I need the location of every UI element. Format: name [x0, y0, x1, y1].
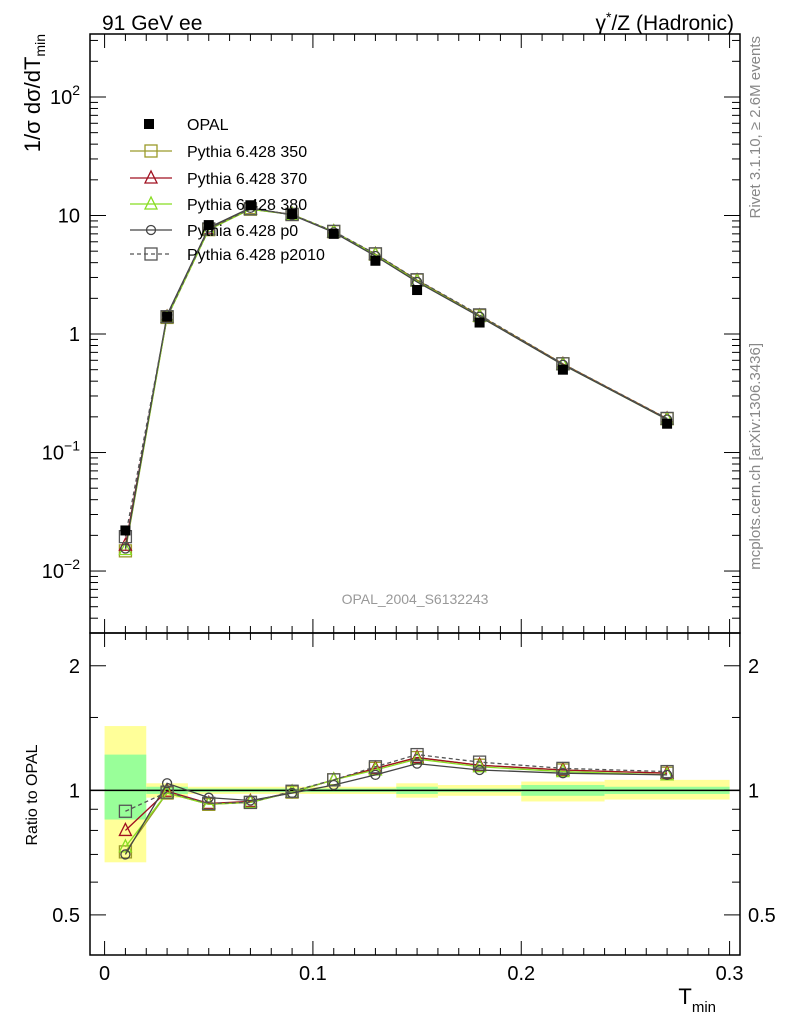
ratio-plot-layer: [90, 747, 740, 860]
data-point-1: [162, 311, 173, 322]
data-point-4: [287, 208, 298, 219]
data-point-8: [474, 317, 485, 328]
legend-label-4: Pythia 6.428 p2010: [187, 247, 325, 264]
legend-marker-4: [144, 247, 158, 261]
ratio-point-3-8: [474, 764, 485, 776]
y-ratio-tick-label-right-2: 2: [748, 656, 759, 678]
main-point-4-4: [285, 207, 299, 222]
data-point-9: [557, 364, 568, 375]
y-ratio-tick-label-left-2: 2: [69, 656, 80, 678]
ratio-point-4-9: [556, 761, 570, 776]
ratio-point-2-9: [555, 763, 570, 778]
legend-label-1: Pythia 6.428 370: [187, 171, 307, 188]
main-data-points: [120, 200, 673, 536]
data-point-10: [662, 418, 673, 429]
y-main-tick-label-2: 1: [69, 324, 80, 346]
data-point-5: [328, 228, 339, 239]
ratio-point-3-1: [161, 778, 173, 789]
ratio-point-3-10: [661, 769, 673, 780]
ratio-series-line-3: [124, 763, 668, 855]
ratio-point-1-1: [160, 782, 175, 797]
ratio-point-4-3: [243, 795, 258, 810]
main-plot-layer: [118, 200, 675, 558]
ratio-series-4: [118, 747, 674, 818]
y-main-tick-label-3: 10: [58, 205, 80, 227]
main-point-2-0: [118, 541, 133, 556]
ratio-point-1-7: [410, 749, 425, 764]
rivet-label: Rivet 3.1.10, ≥ 2.6M events: [747, 36, 764, 219]
x-tick-label-2: 0.2: [507, 963, 535, 985]
legend-label-3: Pythia 6.428 p0: [187, 223, 298, 240]
main-point-1-0: [118, 536, 133, 551]
y-ratio-tick-label-left-0: 0.5: [52, 905, 80, 927]
y-main-tick-label-1: 10−1: [42, 438, 80, 465]
ratio-point-3-7: [411, 758, 423, 769]
y-ratio-tick-label-right-1: 1: [748, 780, 759, 802]
ratio-point-3-5: [328, 779, 339, 791]
x-tick-label-1: 0.1: [299, 963, 327, 985]
x-tick-label-3: 0.3: [716, 963, 744, 985]
ratio-point-4-5: [327, 773, 341, 787]
main-point-3-0: [120, 543, 131, 554]
ratio-point-3-0: [120, 849, 131, 860]
main-point-4-1: [160, 310, 174, 324]
data-point-7: [412, 285, 423, 296]
y-ratio-axis-title: Ratio to OPAL: [24, 744, 41, 845]
x-axis-title: Tmin: [678, 984, 716, 1016]
ratio-point-4-6: [368, 760, 383, 774]
data-point-2: [203, 220, 214, 231]
legend-marker-1: [143, 169, 159, 184]
y-ratio-tick-label-right-0: 0.5: [748, 905, 776, 927]
axes-layer: 0 0.1 0.2 0.3 10−2 10−1 1 10 102 0.5 1 2 0.5 1 2: [42, 33, 776, 985]
legend: OPAL Pythia 6.428 350 Pythia 6.428 370 Pyth…: [130, 117, 325, 264]
legend-label-data: OPAL: [187, 117, 229, 134]
legend-marker-0: [144, 144, 158, 158]
header-right-title: γ*/Z (Hadronic): [596, 9, 734, 35]
ratio-point-1-0: [118, 821, 133, 837]
ratio-frame: [89, 632, 741, 956]
main-series-line-4: [124, 208, 668, 537]
ratio-point-3-6: [370, 769, 381, 780]
data-point-6: [370, 255, 381, 266]
x-tick-label-0: 0: [99, 963, 110, 985]
y-main-tick-label-4: 102: [50, 82, 80, 109]
ratio-point-4-4: [285, 784, 299, 798]
legend-marker-3: [145, 224, 157, 236]
ratio-point-4-8: [472, 755, 487, 769]
y-ratio-tick-label-left-1: 1: [69, 780, 80, 802]
analysis-label: OPAL_2004_S6132243: [342, 591, 489, 607]
legend-marker-2: [143, 195, 159, 210]
y-main-tick-label-0: 10−2: [42, 556, 80, 583]
legend-marker-data: [144, 119, 154, 129]
ratio-point-4-0: [118, 804, 133, 818]
header-left-title: 91 GeV ee: [102, 12, 202, 35]
legend-label-2: Pythia 6.428 380: [187, 197, 307, 214]
ratio-point-4-7: [410, 747, 424, 762]
ratio-point-4-1: [160, 785, 174, 799]
mcplots-label: mcplots.cern.ch [arXiv:1306.3436]: [747, 343, 764, 570]
data-point-3: [245, 200, 256, 211]
legend-label-0: Pythia 6.428 350: [187, 144, 307, 161]
ratio-stat-band-0: [104, 754, 147, 820]
ratio-point-4-10: [660, 764, 674, 779]
ratio-point-4-2: [202, 796, 216, 811]
data-point-0: [120, 525, 131, 536]
ratio-point-2-0: [118, 838, 133, 853]
ratio-series-line-4: [125, 753, 668, 812]
y-main-axis-title: 1/σ dσ/dTmin: [20, 34, 48, 152]
